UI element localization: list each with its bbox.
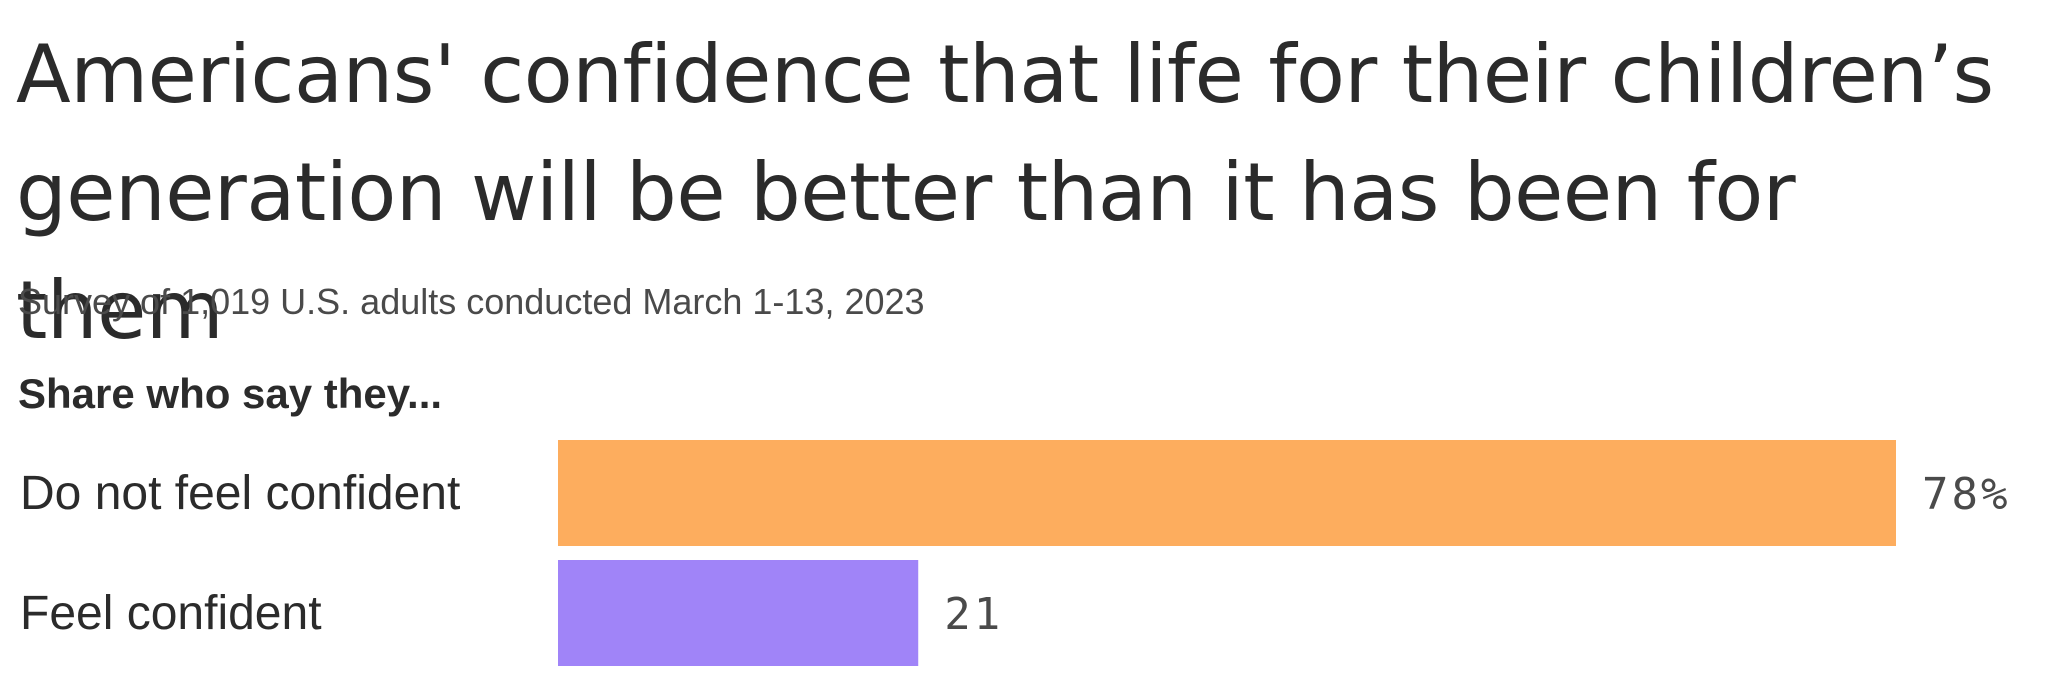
bar	[558, 560, 919, 666]
value-label: 78%	[1922, 469, 2010, 520]
category-label: Do not feel confident	[20, 467, 460, 520]
chart-title: Americans' confidence that life for thei…	[16, 28, 1994, 357]
category-label: Feel confident	[20, 587, 322, 640]
chart-header-label: Share who say they...	[18, 370, 443, 417]
value-label: 21	[944, 589, 1003, 640]
bar-chart: Do not feel confident 78% Feel confident 21	[20, 440, 2010, 666]
bar	[558, 440, 1896, 546]
chart-subtitle: Survey of 1,019 U.S. adults conducted Ma…	[18, 281, 925, 322]
